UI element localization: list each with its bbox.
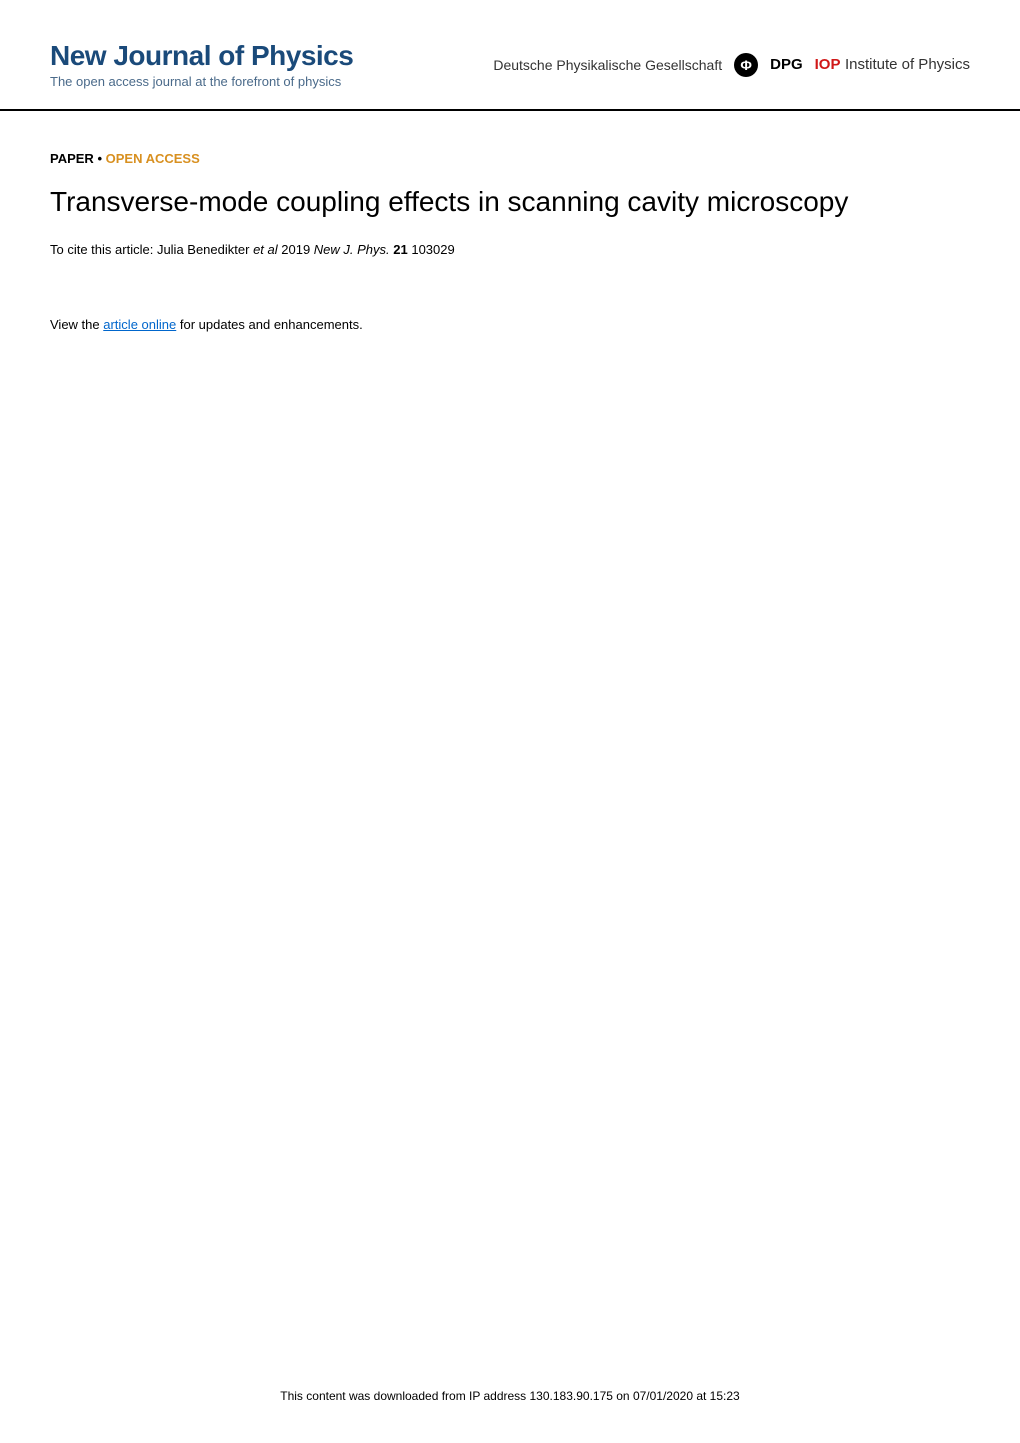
page-header: New Journal of Physics The open access j… [0, 0, 1020, 111]
publisher-block: Deutsche Physikalische Gesellschaft Φ DP… [493, 53, 970, 77]
citation-prefix: To cite this article: [50, 242, 157, 257]
open-access-label: OPEN ACCESS [106, 151, 200, 166]
label-bullet: • [94, 151, 106, 166]
article-title: Transverse-mode coupling effects in scan… [50, 184, 970, 220]
citation-line: To cite this article: Julia Benedikter e… [50, 242, 970, 257]
journal-block: New Journal of Physics The open access j… [50, 40, 353, 89]
dpg-logo-glyph: Φ [740, 57, 752, 73]
citation-article-number: 103029 [408, 242, 455, 257]
citation-etal: et al [253, 242, 278, 257]
view-prefix: View the [50, 317, 103, 332]
article-online-link[interactable]: article online [103, 317, 176, 332]
iop-full-name: Institute of Physics [845, 56, 970, 73]
dpg-full-name: Deutsche Physikalische Gesellschaft [493, 57, 722, 73]
citation-journal: New J. Phys. [314, 242, 390, 257]
journal-subtitle: The open access journal at the forefront… [50, 74, 353, 89]
dpg-logo-icon: Φ [734, 53, 758, 77]
content-area: PAPER • OPEN ACCESS Transverse-mode coup… [0, 111, 1020, 372]
dpg-abbr: DPG [770, 56, 803, 73]
citation-year: 2019 [278, 242, 314, 257]
paper-type-label: PAPER • OPEN ACCESS [50, 151, 970, 166]
footer-text: This content was downloaded from IP addr… [280, 1389, 739, 1403]
paper-label: PAPER [50, 151, 94, 166]
download-footer: This content was downloaded from IP addr… [0, 1389, 1020, 1403]
journal-title: New Journal of Physics [50, 40, 353, 72]
iop-block: IOP Institute of Physics [815, 56, 970, 74]
view-suffix: for updates and enhancements. [176, 317, 362, 332]
view-article-row: View the article online for updates and … [50, 317, 970, 332]
citation-authors: Julia Benedikter [157, 242, 253, 257]
citation-volume: 21 [390, 242, 408, 257]
iop-abbr: IOP [815, 56, 841, 73]
